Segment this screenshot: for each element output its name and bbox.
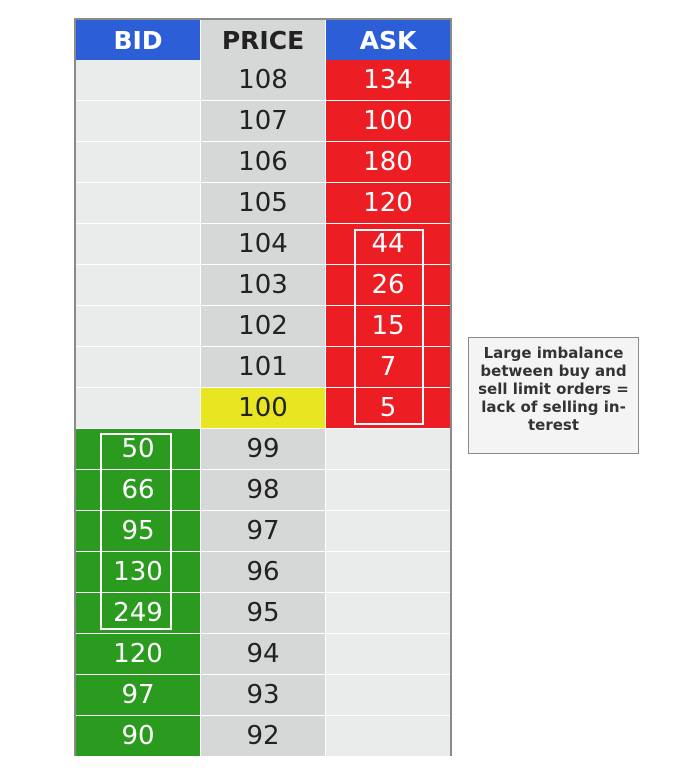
ladder-row: 104 44	[76, 224, 450, 265]
ladder-row: 95 97	[76, 511, 450, 552]
ask-cell	[326, 593, 450, 634]
ask-cell: 100	[326, 101, 450, 142]
ladder-row: 101 7	[76, 347, 450, 388]
bid-cell	[76, 265, 201, 306]
bid-cell: 66	[76, 470, 201, 511]
bid-cell: 50	[76, 429, 201, 470]
ask-cell	[326, 634, 450, 675]
price-cell: 104	[201, 224, 326, 265]
ladder-row: 100 5	[76, 388, 450, 429]
ladder-row: 106 180	[76, 142, 450, 183]
bid-cell	[76, 224, 201, 265]
price-cell: 92	[201, 716, 326, 757]
ask-cell: 44	[326, 224, 450, 265]
price-cell: 103	[201, 265, 326, 306]
ladder-row: 105 120	[76, 183, 450, 224]
ladder-row: 102 15	[76, 306, 450, 347]
ask-cell: 134	[326, 60, 450, 101]
ladder-row: 97 93	[76, 675, 450, 716]
ask-cell	[326, 429, 450, 470]
bid-cell	[76, 60, 201, 101]
bid-cell	[76, 101, 201, 142]
bid-cell	[76, 306, 201, 347]
bid-cell: 97	[76, 675, 201, 716]
header-ask: ASK	[326, 20, 450, 60]
ask-cell	[326, 511, 450, 552]
bid-cell: 95	[76, 511, 201, 552]
ladder-row: 107 100	[76, 101, 450, 142]
ladder-row: 130 96	[76, 552, 450, 593]
price-cell: 94	[201, 634, 326, 675]
ask-cell: 26	[326, 265, 450, 306]
ask-cell: 120	[326, 183, 450, 224]
header-price: PRICE	[201, 20, 326, 60]
price-cell: 102	[201, 306, 326, 347]
ladder-row: 120 94	[76, 634, 450, 675]
price-cell: 96	[201, 552, 326, 593]
bid-cell: 130	[76, 552, 201, 593]
bid-cell: 90	[76, 716, 201, 757]
ask-cell: 180	[326, 142, 450, 183]
price-cell: 95	[201, 593, 326, 634]
bid-cell	[76, 142, 201, 183]
ask-cell	[326, 470, 450, 511]
ladder-row: 50 99	[76, 429, 450, 470]
ask-cell	[326, 552, 450, 593]
price-cell: 97	[201, 511, 326, 552]
ladder-row: 90 92	[76, 716, 450, 757]
bid-cell: 249	[76, 593, 201, 634]
annotation-box: Large imbalance between buy and sell lim…	[468, 337, 639, 454]
ladder-row: 249 95	[76, 593, 450, 634]
bid-cell: 120	[76, 634, 201, 675]
ladder-row: 108 134	[76, 60, 450, 101]
ladder-row: 103 26	[76, 265, 450, 306]
ask-cell	[326, 675, 450, 716]
ask-cell: 7	[326, 347, 450, 388]
ask-cell: 5	[326, 388, 450, 429]
ask-cell: 15	[326, 306, 450, 347]
price-cell: 108	[201, 60, 326, 101]
bid-cell	[76, 183, 201, 224]
price-cell: 105	[201, 183, 326, 224]
header-bid: BID	[76, 20, 201, 60]
bid-cell	[76, 347, 201, 388]
bid-cell	[76, 388, 201, 429]
price-cell: 99	[201, 429, 326, 470]
price-cell: 107	[201, 101, 326, 142]
price-cell: 93	[201, 675, 326, 716]
price-cell: 106	[201, 142, 326, 183]
order-book-ladder: BID PRICE ASK 108 134 107 100 106 180 105 120 10…	[74, 18, 452, 757]
price-cell: 98	[201, 470, 326, 511]
ask-cell	[326, 716, 450, 757]
current-price-cell: 100	[201, 388, 326, 429]
ladder-row: 66 98	[76, 470, 450, 511]
price-cell: 101	[201, 347, 326, 388]
